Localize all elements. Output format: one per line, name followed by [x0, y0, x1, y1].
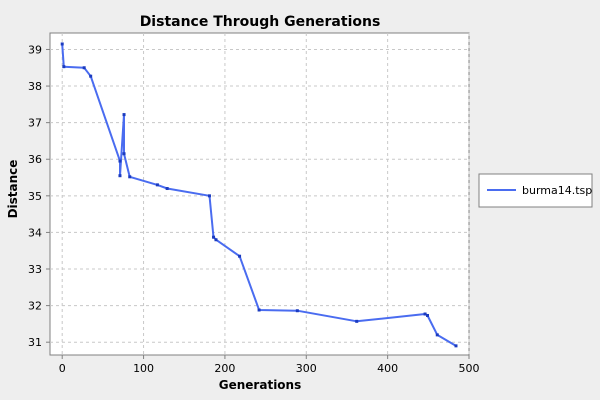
series-group [60, 42, 458, 348]
x-tick-label: 300 [296, 362, 317, 375]
y-tick-label: 33 [28, 263, 42, 276]
y-tick-label: 37 [28, 117, 42, 130]
data-point [423, 312, 427, 316]
legend-label: burma14.tsp [522, 184, 592, 197]
data-point [60, 42, 64, 46]
data-point [165, 187, 169, 191]
series-line [61, 43, 457, 347]
y-tick-label: 32 [28, 300, 42, 313]
x-tick-label: 0 [59, 362, 66, 375]
legend: burma14.tsp [478, 173, 593, 208]
data-point [355, 319, 359, 323]
data-point [122, 113, 126, 117]
data-point [212, 235, 216, 239]
plot-area [49, 32, 470, 356]
data-point [214, 238, 218, 242]
y-axis: 31 32 33 34 35 36 37 38 39 [28, 43, 50, 349]
data-point [89, 74, 93, 78]
data-point [435, 333, 439, 337]
data-point [238, 254, 242, 258]
x-tick-label: 500 [459, 362, 480, 375]
data-point [118, 159, 122, 163]
x-tick-label: 200 [214, 362, 235, 375]
y-tick-label: 36 [28, 153, 42, 166]
x-axis-label: Generations [219, 378, 301, 392]
grid [50, 33, 470, 355]
data-point [128, 175, 132, 179]
chart-title: Distance Through Generations [140, 14, 381, 30]
y-tick-label: 39 [28, 43, 42, 56]
x-tick-label: 100 [133, 362, 154, 375]
data-point [207, 194, 211, 198]
data-point [155, 183, 159, 187]
data-point [118, 174, 122, 178]
data-point [257, 308, 261, 312]
y-tick-label: 35 [28, 190, 42, 203]
data-point [454, 344, 458, 348]
x-tick-label: 400 [377, 362, 398, 375]
data-point [426, 313, 430, 317]
data-point [122, 152, 126, 156]
data-point [295, 309, 299, 313]
y-tick-label: 38 [28, 80, 42, 93]
x-axis: 0 100 200 300 400 500 [59, 355, 480, 375]
y-axis-label: Distance [6, 160, 20, 219]
y-tick-label: 34 [28, 226, 42, 239]
data-point [82, 66, 86, 70]
data-point [62, 65, 66, 69]
y-tick-label: 31 [28, 336, 42, 349]
